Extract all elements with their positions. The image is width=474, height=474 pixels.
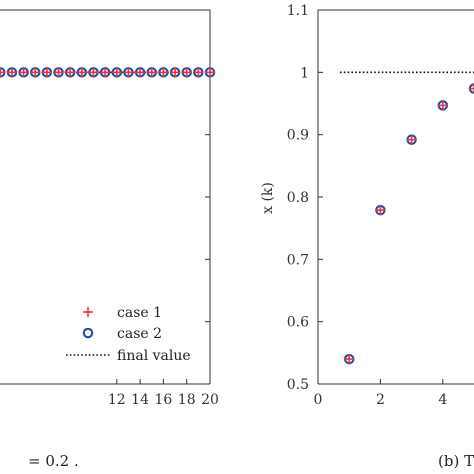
case1-point: [100, 67, 111, 78]
legend: case 1 case 2 final value: [66, 305, 191, 364]
case1-point: [41, 67, 52, 78]
x-tick-label: 14: [131, 392, 149, 408]
legend-case1-marker: [83, 307, 93, 317]
case1-point: [406, 134, 417, 145]
x-tick-label: 18: [178, 392, 196, 408]
case1-point: [6, 67, 17, 78]
x-tick-label: 4: [438, 392, 447, 408]
case1-point: [181, 67, 192, 78]
case1-point: [123, 67, 134, 78]
case1-point: [76, 67, 87, 78]
y-tick-label: 1.1: [287, 3, 309, 19]
legend-case2-marker: [82, 327, 94, 339]
x-tick-label: 12: [108, 392, 126, 408]
x-tick-label: 0: [314, 392, 323, 408]
right-panel: 02460.50.60.70.80.911.1 x (k) (b) T: [260, 3, 474, 470]
y-tick-label: 0.5: [287, 377, 309, 393]
case1-point: [469, 83, 474, 94]
case1-point: [111, 67, 122, 78]
y-tick-label: 0.7: [287, 252, 309, 268]
left-panel: 12 14 16 18 20 case 1 case 2 final value = 0.2…: [0, 9, 219, 470]
x-tick-label: 16: [154, 392, 172, 408]
case1-point: [88, 67, 99, 78]
case1-point: [205, 67, 215, 78]
case1-point: [65, 67, 76, 78]
case1-point: [30, 67, 41, 78]
x-tick-label: 20: [201, 392, 219, 408]
y-tick-label: 0.9: [287, 128, 309, 144]
case1-point: [344, 354, 355, 365]
y-tick-label: 1: [300, 65, 309, 81]
legend-label: final value: [117, 348, 191, 364]
case1-point: [18, 67, 29, 78]
x-tick-label: 2: [376, 392, 385, 408]
right-caption: (b) T: [438, 452, 474, 470]
y-tick-label: 0.8: [287, 190, 309, 206]
case1-point: [0, 67, 6, 78]
left-caption: = 0.2 .: [28, 452, 79, 470]
case1-point: [170, 67, 181, 78]
legend-label: case 1: [117, 305, 162, 321]
case1-point: [158, 67, 169, 78]
legend-label: case 2: [117, 326, 162, 342]
case1-point: [135, 67, 146, 78]
case1-point: [437, 100, 448, 111]
y-tick-label: 0.6: [287, 315, 309, 331]
y-axis-label: x (k): [260, 182, 276, 214]
case1-point: [375, 205, 386, 216]
case1-point: [53, 67, 64, 78]
case1-point: [146, 67, 157, 78]
case1-point: [193, 67, 204, 78]
